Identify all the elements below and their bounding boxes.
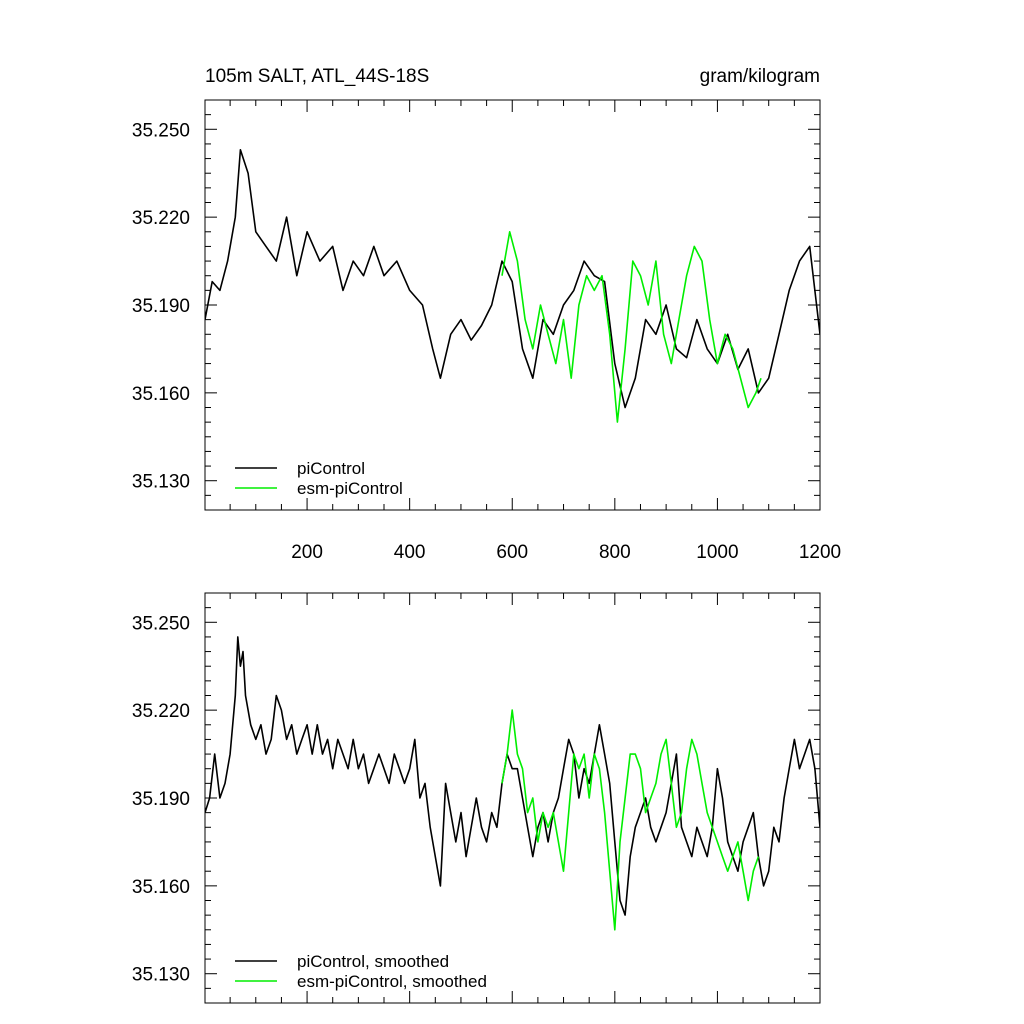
y-tick-label: 35.130 bbox=[132, 472, 190, 493]
y-tick-label: 35.250 bbox=[132, 120, 190, 141]
y-tick-label: 35.160 bbox=[132, 877, 190, 898]
bottom-plot-panel: 35.130 35.160 35.190 35.220 35.250 piControl,… bbox=[132, 592, 821, 1004]
y-tick-label: 35.220 bbox=[132, 701, 190, 722]
series-line-picontrol bbox=[205, 636, 820, 916]
x-tick-label: 1200 bbox=[799, 542, 841, 563]
y-tick-label: 35.130 bbox=[132, 965, 190, 986]
legend-label: piControl, smoothed bbox=[297, 952, 449, 971]
x-tick-label: 800 bbox=[599, 542, 631, 563]
x-tick-label: 200 bbox=[291, 542, 323, 563]
x-tick-label: 400 bbox=[394, 542, 426, 563]
series-line-esm-picontrol bbox=[501, 231, 762, 423]
units-label: gram/kilogram bbox=[700, 66, 820, 87]
legend-label: esm-piControl, smoothed bbox=[297, 972, 487, 991]
x-tick-label: 600 bbox=[496, 542, 528, 563]
top-plot-panel: 35.130 35.160 35.190 35.220 35.250 200 400 600 8… bbox=[132, 99, 841, 563]
chart-title: 105m SALT, ATL_44S-18S bbox=[205, 66, 429, 87]
plot-frame bbox=[204, 99, 821, 511]
legend-label: piControl bbox=[297, 459, 365, 478]
y-tick-label: 35.190 bbox=[132, 296, 190, 317]
plot-frame bbox=[204, 592, 821, 1004]
y-tick-label: 35.220 bbox=[132, 208, 190, 229]
y-tick-label: 35.160 bbox=[132, 384, 190, 405]
x-tick-label: 1000 bbox=[696, 542, 738, 563]
y-tick-label: 35.190 bbox=[132, 789, 190, 810]
y-tick-label: 35.250 bbox=[132, 613, 190, 634]
series-line-esm-picontrol bbox=[501, 709, 760, 931]
legend-label: esm-piControl bbox=[297, 479, 403, 498]
series-line-picontrol bbox=[205, 149, 820, 409]
